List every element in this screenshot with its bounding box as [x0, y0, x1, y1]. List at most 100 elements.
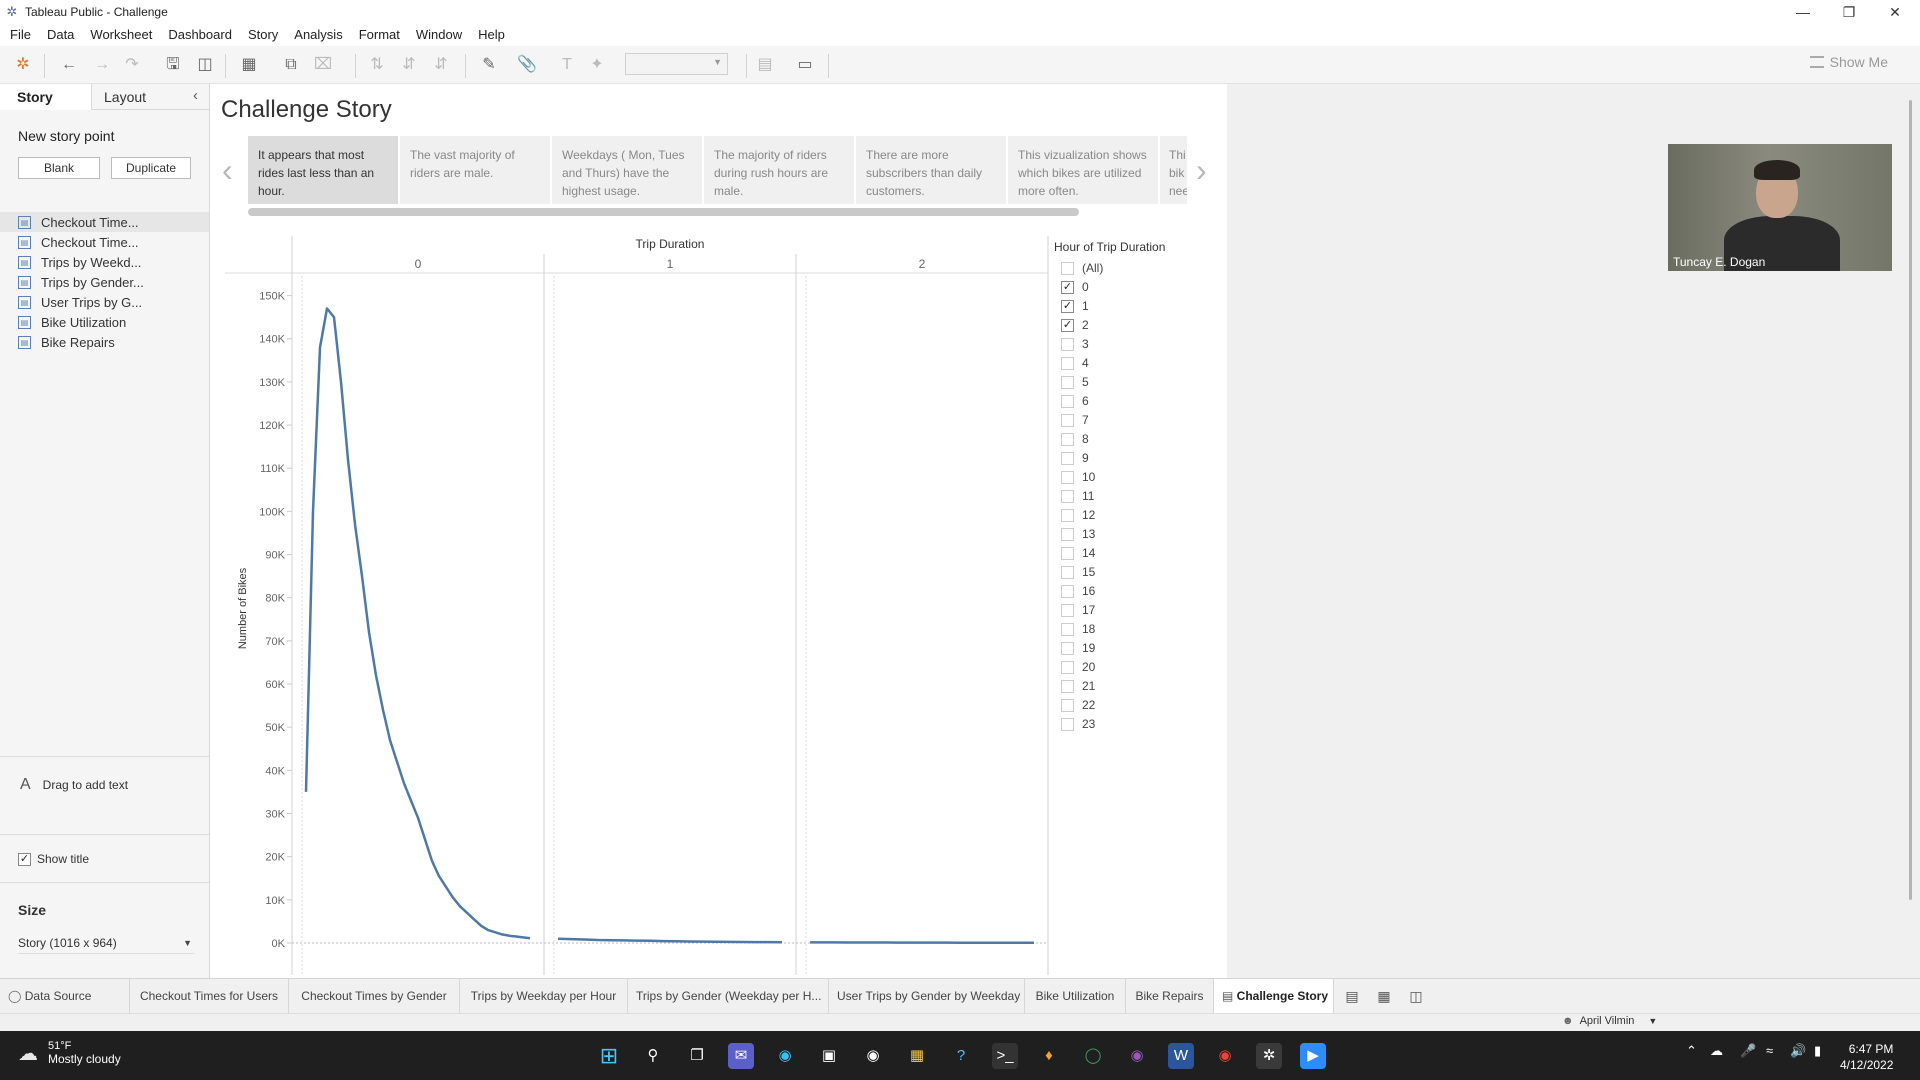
sheet-tab-active[interactable]: ▤ Challenge Story [1214, 979, 1334, 1014]
checkbox-unchecked-icon[interactable] [1061, 565, 1074, 579]
git-icon[interactable]: ♦ [1045, 1047, 1053, 1064]
github-icon[interactable]: ◉ [866, 1047, 880, 1064]
checkbox-checked-icon[interactable]: ✓ [1061, 280, 1074, 294]
highlight-icon[interactable]: ✎ [482, 56, 496, 73]
story-point-2[interactable]: The vast majority of riders are male. [400, 136, 550, 204]
checkbox-unchecked-icon[interactable] [1061, 603, 1074, 617]
checkbox-unchecked-icon[interactable] [1061, 451, 1074, 465]
group-icon[interactable]: 📎 [517, 56, 537, 73]
filter-item[interactable]: 13 [1061, 526, 1095, 542]
checkbox-unchecked-icon[interactable] [1061, 622, 1074, 636]
checkbox-unchecked-icon[interactable] [1061, 470, 1074, 484]
clock[interactable]: 6:47 PM 4/12/2022 [1840, 1041, 1893, 1073]
new-worksheet-icon[interactable]: ▤ [1345, 988, 1359, 1004]
anaconda-icon[interactable]: ◯ [1084, 1047, 1102, 1064]
close-button[interactable]: ✕ [1889, 3, 1901, 20]
filter-item[interactable]: 22 [1061, 697, 1095, 713]
story-points-scrollbar[interactable] [248, 208, 1079, 216]
filter-item[interactable]: 19 [1061, 640, 1095, 656]
tab-story[interactable]: Story [0, 84, 92, 110]
checkbox-checked-icon[interactable]: ✓ [1061, 299, 1074, 313]
filter-item[interactable]: 14 [1061, 545, 1095, 561]
filter-item[interactable]: 20 [1061, 659, 1095, 675]
sheet-tab[interactable]: Trips by Gender (Weekday per H... [628, 979, 829, 1014]
checkbox-unchecked-icon[interactable] [1061, 660, 1074, 674]
blank-button[interactable]: Blank [18, 157, 100, 179]
menu-file[interactable]: File [10, 27, 31, 42]
checkbox-unchecked-icon[interactable] [1061, 375, 1074, 389]
fit-dropdown[interactable]: ▼ [625, 53, 728, 75]
filter-item[interactable]: 23 [1061, 716, 1095, 732]
story-point-6[interactable]: This vizualization shows which bikes are… [1008, 136, 1158, 204]
new-story-icon[interactable]: ◫ [1409, 988, 1423, 1004]
sheet-item[interactable]: ▤ Bike Utilization [0, 312, 209, 332]
sheet-item[interactable]: ▤ Bike Repairs [0, 332, 209, 352]
sheet-item[interactable]: ▤ Checkout Time... [0, 212, 209, 232]
edge-icon[interactable]: ◉ [778, 1047, 792, 1064]
filter-item[interactable]: 4 [1061, 355, 1089, 371]
checkbox-unchecked-icon[interactable] [1061, 698, 1074, 712]
checkbox-unchecked-icon[interactable] [1061, 337, 1074, 351]
add-datasource-icon[interactable]: ◫ [197, 56, 213, 73]
checkbox-unchecked-icon[interactable] [1061, 641, 1074, 655]
swap-icon[interactable]: ⇅ [370, 56, 384, 73]
new-dashboard-icon[interactable]: ▦ [1377, 988, 1391, 1004]
filter-item[interactable]: 3 [1061, 336, 1089, 352]
new-sheet-icon[interactable]: ▦ [241, 56, 257, 73]
start-icon[interactable]: ⊞ [599, 1043, 619, 1068]
tableau-home-icon[interactable]: ✲ [16, 56, 30, 73]
checkbox-unchecked-icon[interactable] [1061, 489, 1074, 503]
restore-button[interactable]: ❐ [1842, 3, 1856, 20]
story-point-1[interactable]: It appears that most rides last less tha… [248, 136, 398, 204]
onedrive-icon[interactable]: ☁ [1710, 1043, 1723, 1058]
word-icon[interactable]: W [1168, 1043, 1194, 1069]
checkbox-checked-icon[interactable]: ✓ [1061, 318, 1074, 332]
sort-descending-icon[interactable]: ⇵ [434, 56, 448, 73]
pin-icon[interactable]: ✦ [590, 56, 604, 73]
filter-item[interactable]: ✓ 1 [1061, 298, 1089, 314]
volume-icon[interactable]: 🔊 [1790, 1043, 1807, 1058]
filter-item[interactable]: 11 [1061, 488, 1094, 504]
tab-data-source[interactable]: ◯ Data Source [0, 979, 130, 1014]
size-dropdown[interactable]: Story (1016 x 964) ▼ [18, 932, 194, 954]
sheet-tab[interactable]: Checkout Times by Gender [289, 979, 460, 1014]
labels-icon[interactable]: T [562, 56, 572, 73]
checkbox-unchecked-icon[interactable] [1061, 584, 1074, 598]
store-icon[interactable]: ▣ [821, 1047, 837, 1064]
sheet-tab[interactable]: Checkout Times for Users [130, 979, 289, 1014]
zoom-icon[interactable]: ▶ [1300, 1043, 1326, 1069]
filter-item[interactable]: 15 [1061, 564, 1095, 580]
vertical-scrollbar[interactable] [1909, 100, 1912, 900]
sheet-tab[interactable]: Bike Utilization [1025, 979, 1126, 1014]
filter-item[interactable]: 10 [1061, 469, 1095, 485]
wifi-icon[interactable]: ≈ [1766, 1043, 1774, 1058]
search-icon[interactable]: ⚲ [647, 1047, 659, 1064]
show-cards-icon[interactable]: ▤ [757, 56, 773, 73]
filter-item[interactable]: 12 [1061, 507, 1095, 523]
checkbox-unchecked-icon[interactable] [1061, 356, 1074, 370]
story-point-7[interactable]: Thi bik nee [1160, 136, 1187, 204]
sort-ascending-icon[interactable]: ⇵ [402, 56, 416, 73]
filter-item[interactable]: 5 [1061, 374, 1089, 390]
filter-item[interactable]: 21 [1061, 678, 1095, 694]
checkbox-unchecked-icon[interactable] [1061, 546, 1074, 560]
filter-item[interactable]: 6 [1061, 393, 1089, 409]
tableau-icon[interactable]: ✲ [1256, 1043, 1282, 1069]
menu-data[interactable]: Data [46, 27, 75, 42]
checkbox-unchecked-icon[interactable] [1061, 432, 1074, 446]
microphone-icon[interactable]: 🎤 [1740, 1043, 1757, 1058]
filter-item[interactable]: ✓ 2 [1061, 317, 1089, 333]
filter-item[interactable]: 7 [1061, 412, 1089, 428]
story-point-5[interactable]: There are more subscribers than daily cu… [856, 136, 1006, 204]
filter-item[interactable]: 9 [1061, 450, 1089, 466]
checkbox-unchecked-icon[interactable] [1061, 717, 1074, 731]
filter-item[interactable]: (All) [1061, 260, 1103, 276]
replay-icon[interactable]: ↷ [125, 56, 139, 73]
checkbox-unchecked-icon[interactable] [1061, 527, 1074, 541]
filter-item[interactable]: 17 [1061, 602, 1095, 618]
save-icon[interactable]: 🖫 [166, 56, 180, 73]
file-explorer-icon[interactable]: ▦ [909, 1047, 925, 1064]
filter-item[interactable]: ✓ 0 [1061, 279, 1089, 295]
duplicate-sheet-icon[interactable]: ⧉ [285, 56, 297, 73]
help-icon[interactable]: ? [956, 1047, 966, 1064]
